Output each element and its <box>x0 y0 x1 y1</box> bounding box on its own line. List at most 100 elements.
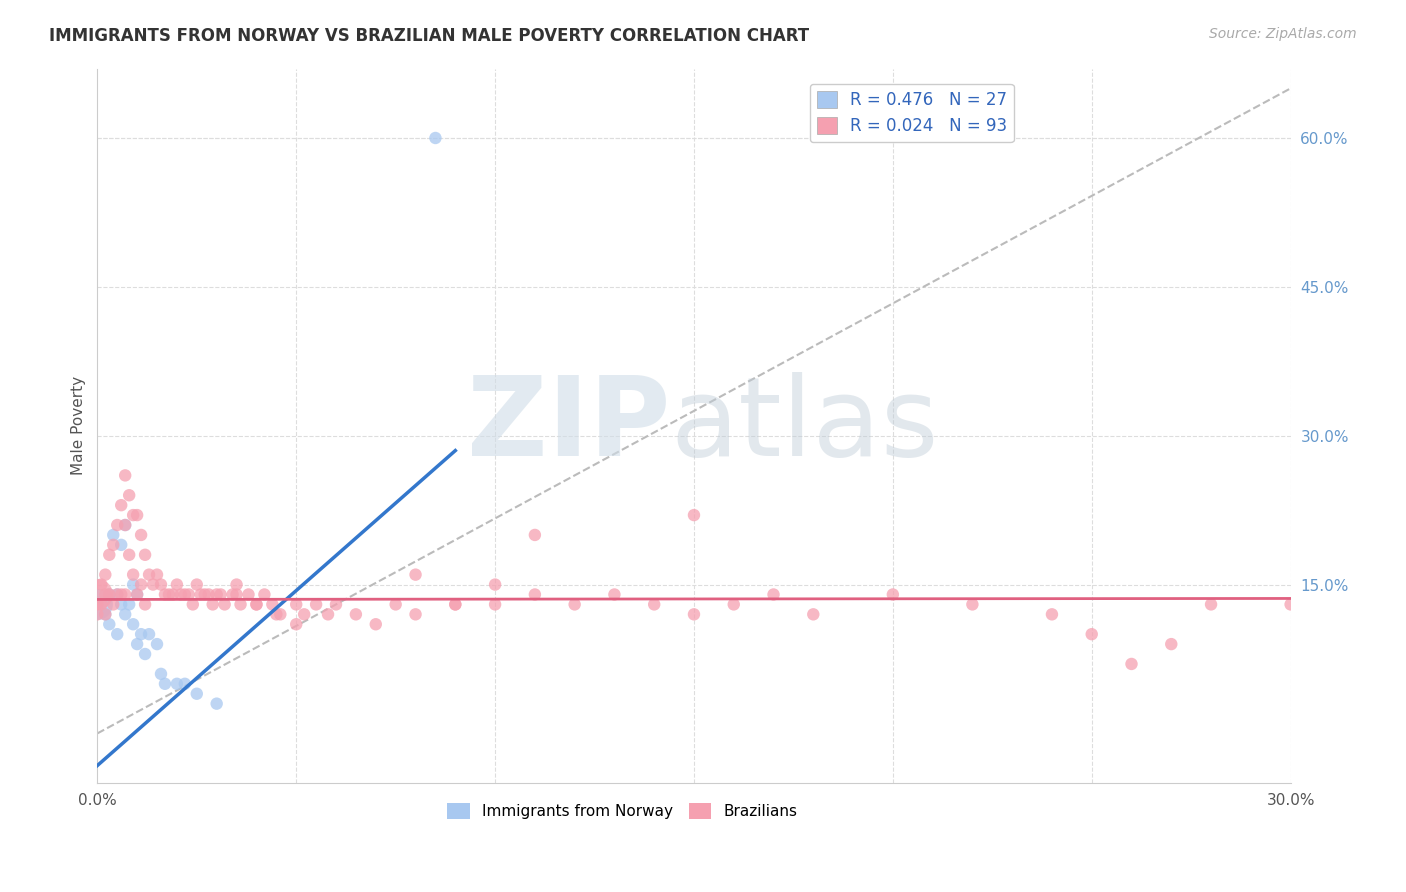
Point <box>1080 627 1102 641</box>
Point <box>484 598 506 612</box>
Point <box>105 627 128 641</box>
Point <box>127 587 149 601</box>
Point <box>209 587 232 601</box>
Point <box>181 598 204 612</box>
Point <box>229 598 252 612</box>
Point <box>153 587 176 601</box>
Point <box>114 607 136 622</box>
Point <box>190 587 212 601</box>
Point <box>90 577 112 591</box>
Point <box>523 528 546 542</box>
Point <box>114 468 136 483</box>
Point <box>325 598 347 612</box>
Point <box>245 598 267 612</box>
Point <box>762 587 785 601</box>
Text: atlas: atlas <box>671 372 939 479</box>
Point <box>94 607 117 622</box>
Point <box>110 498 132 512</box>
Point <box>269 607 291 622</box>
Point <box>177 587 200 601</box>
Point <box>105 587 128 601</box>
Point <box>122 508 145 522</box>
Point <box>122 567 145 582</box>
Point <box>103 598 125 612</box>
Point <box>134 598 156 612</box>
Legend: Immigrants from Norway, Brazilians: Immigrants from Norway, Brazilians <box>441 797 804 825</box>
Point <box>129 627 152 641</box>
Y-axis label: Male Poverty: Male Poverty <box>72 376 86 475</box>
Point <box>110 587 132 601</box>
Point <box>285 617 308 632</box>
Point <box>214 598 236 612</box>
Point <box>197 587 219 601</box>
Point <box>194 587 217 601</box>
Point <box>129 577 152 591</box>
Text: IMMIGRANTS FROM NORWAY VS BRAZILIAN MALE POVERTY CORRELATION CHART: IMMIGRANTS FROM NORWAY VS BRAZILIAN MALE… <box>49 27 810 45</box>
Point <box>221 587 243 601</box>
Point <box>118 548 141 562</box>
Point <box>86 598 108 612</box>
Point <box>1040 607 1063 622</box>
Point <box>94 587 117 601</box>
Point <box>962 598 984 612</box>
Point <box>405 607 427 622</box>
Point <box>127 637 149 651</box>
Point <box>316 607 339 622</box>
Point <box>444 598 467 612</box>
Point <box>683 508 706 522</box>
Point <box>305 598 328 612</box>
Point <box>157 587 180 601</box>
Point <box>118 488 141 502</box>
Point <box>253 587 276 601</box>
Point <box>110 538 132 552</box>
Point <box>344 607 367 622</box>
Point <box>225 577 247 591</box>
Point <box>105 518 128 533</box>
Point <box>94 607 117 622</box>
Point <box>292 607 315 622</box>
Point <box>603 587 626 601</box>
Text: ZIP: ZIP <box>467 372 671 479</box>
Point <box>643 598 665 612</box>
Point <box>245 598 267 612</box>
Point <box>201 598 224 612</box>
Point <box>138 567 160 582</box>
Point <box>150 577 173 591</box>
Point <box>129 528 152 542</box>
Point <box>153 677 176 691</box>
Point <box>173 587 195 601</box>
Point <box>262 598 284 612</box>
Point <box>138 627 160 641</box>
Point <box>114 518 136 533</box>
Point <box>683 607 706 622</box>
Point <box>801 607 824 622</box>
Point <box>98 587 121 601</box>
Point <box>238 587 260 601</box>
Point <box>127 587 149 601</box>
Point <box>103 538 125 552</box>
Point <box>134 548 156 562</box>
Point <box>285 598 308 612</box>
Point <box>122 617 145 632</box>
Point <box>90 598 112 612</box>
Point <box>205 587 228 601</box>
Point <box>166 677 188 691</box>
Point <box>134 647 156 661</box>
Point <box>86 587 108 601</box>
Point <box>444 598 467 612</box>
Point <box>94 567 117 582</box>
Point <box>105 587 128 601</box>
Point <box>146 637 169 651</box>
Point <box>564 598 586 612</box>
Point <box>103 528 125 542</box>
Point <box>1199 598 1222 612</box>
Point <box>86 598 108 612</box>
Point <box>166 577 188 591</box>
Point <box>723 598 745 612</box>
Point <box>142 577 165 591</box>
Point <box>1279 598 1302 612</box>
Point <box>425 131 447 145</box>
Point <box>150 666 173 681</box>
Point <box>1160 637 1182 651</box>
Point <box>146 567 169 582</box>
